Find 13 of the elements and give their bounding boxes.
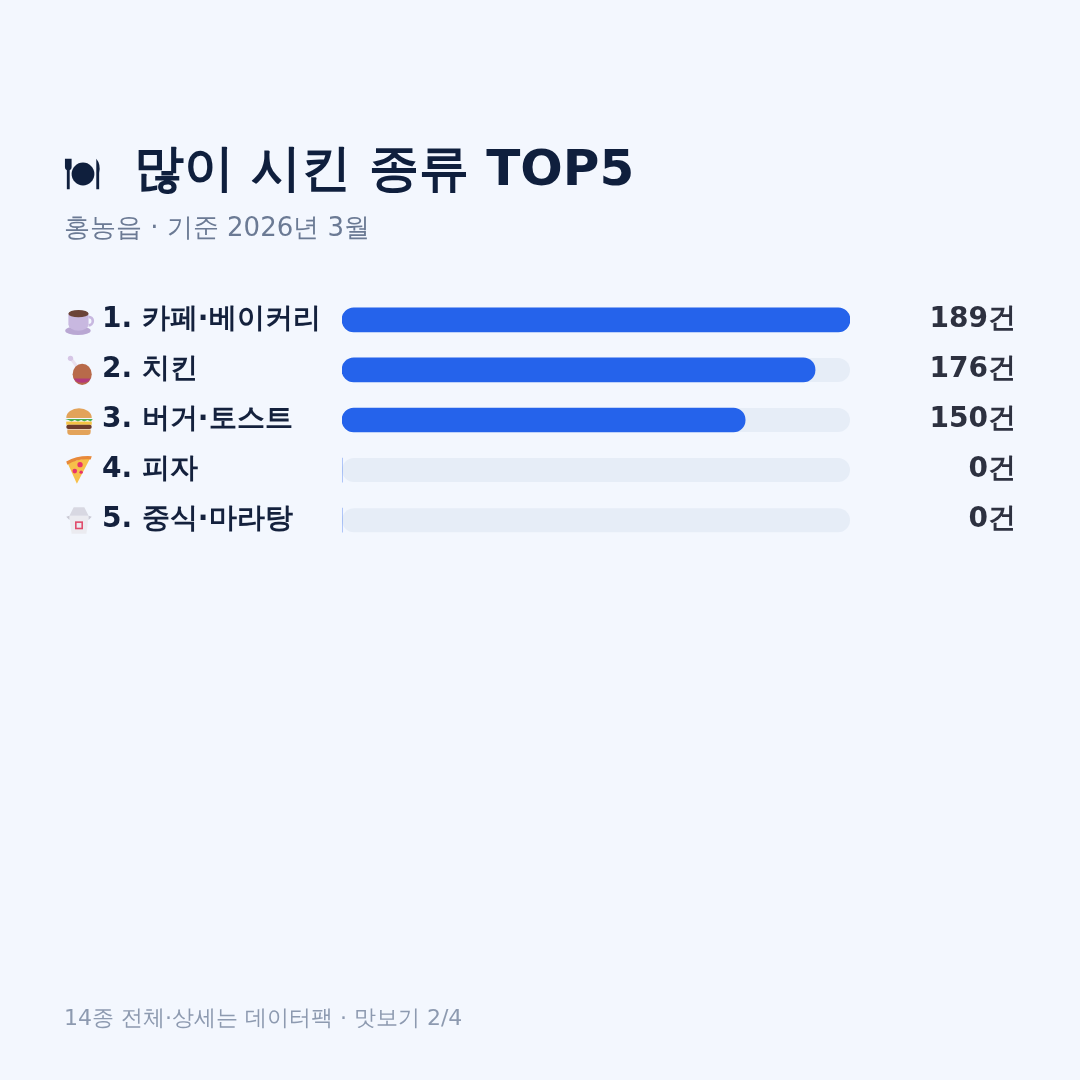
data-label: 0건	[968, 451, 1016, 485]
y-tick-label: 3. 버거·토스트	[102, 401, 293, 435]
text: 14종 전체·상세는 데이터팩 · 맛보기 2/4	[64, 1004, 463, 1032]
y-tick-label: 2. 치킨	[102, 351, 198, 385]
chart-subtitle: 홍농읍 · 기준 2026년 3월	[64, 212, 371, 244]
data-label: 150건	[929, 401, 1016, 435]
chart-title: 많이 시킨 종류 TOP5	[134, 138, 635, 198]
data-label: 176건	[929, 351, 1016, 385]
data-label: 0건	[968, 501, 1016, 535]
y-tick-label: 1. 카페·베이커리	[102, 301, 321, 335]
data-label: 189건	[929, 301, 1016, 335]
y-tick-label: 5. 중식·마라탕	[102, 501, 293, 535]
y-tick-label: 4. 피자	[102, 451, 198, 485]
